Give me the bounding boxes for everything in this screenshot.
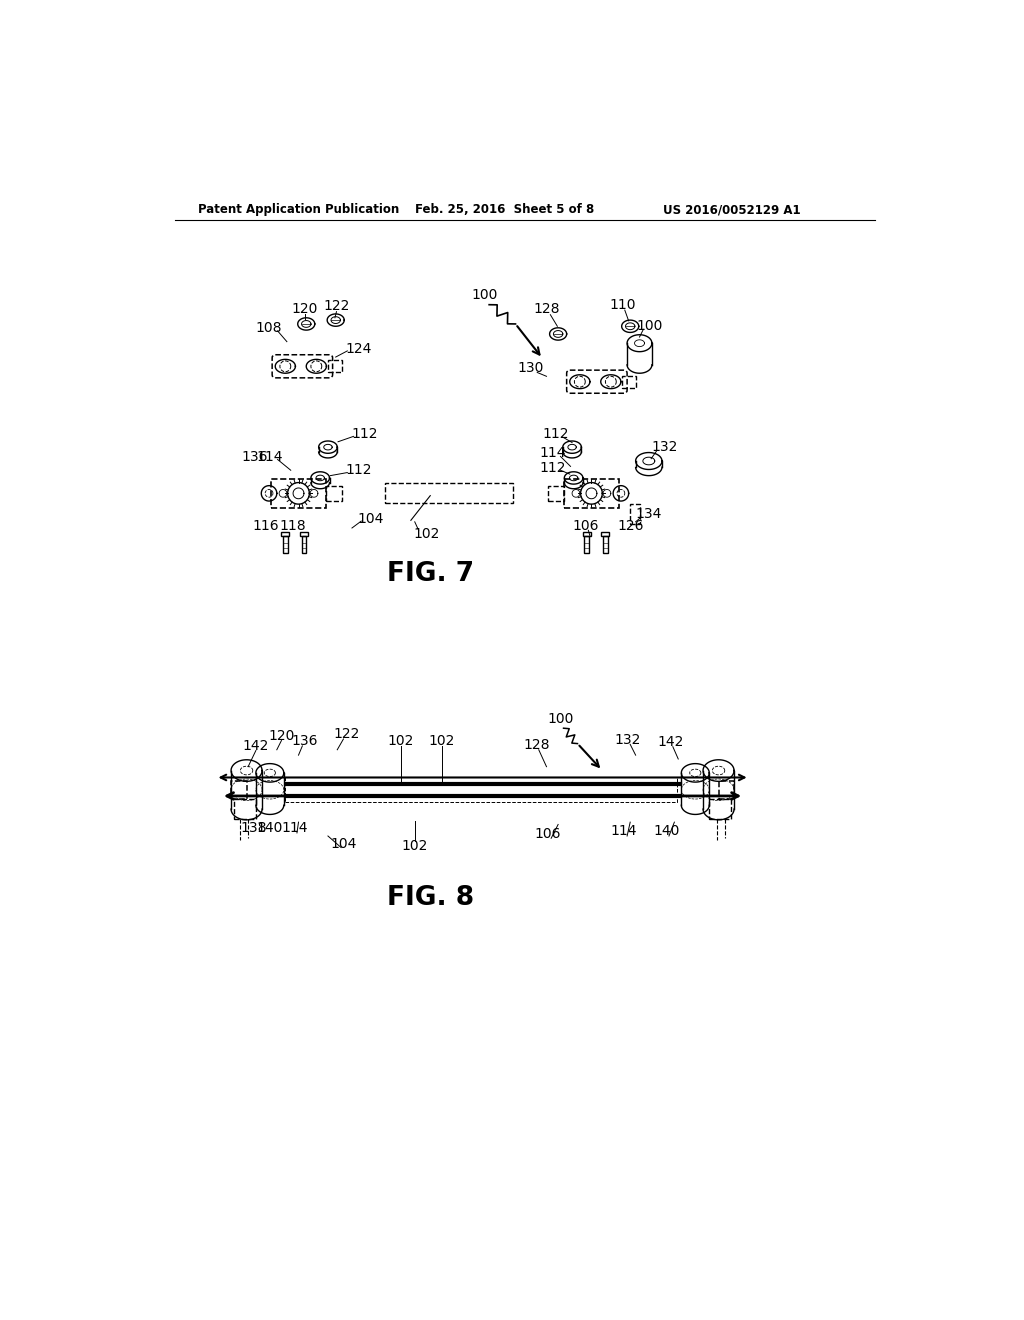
Bar	[563, 479, 620, 508]
Text: 108: 108	[256, 321, 283, 335]
Text: 114: 114	[257, 450, 283, 465]
Text: 132: 132	[652, 440, 678, 454]
Text: 112: 112	[346, 463, 372, 478]
Text: 104: 104	[331, 837, 356, 850]
Text: 134: 134	[636, 507, 662, 521]
Text: 126: 126	[616, 520, 643, 533]
Bar	[583, 532, 591, 536]
Text: 136: 136	[292, 734, 317, 748]
Text: 102: 102	[401, 840, 428, 853]
Text: 112: 112	[543, 428, 569, 441]
Bar	[302, 536, 306, 553]
Bar	[300, 532, 308, 536]
Bar	[719, 780, 734, 799]
Text: 102: 102	[388, 734, 414, 748]
Bar	[270, 479, 327, 508]
Text: 122: 122	[324, 300, 349, 313]
Text: 128: 128	[534, 302, 560, 317]
Text: FIG. 8: FIG. 8	[387, 884, 474, 911]
Text: 136: 136	[241, 450, 267, 465]
Bar	[286, 777, 677, 803]
Bar	[231, 780, 247, 799]
Text: 114: 114	[282, 821, 308, 836]
Bar	[548, 486, 563, 502]
Text: 120: 120	[292, 302, 317, 317]
Text: 102: 102	[414, 527, 439, 541]
Bar	[234, 799, 256, 818]
Text: 116: 116	[253, 520, 280, 533]
Text: 112: 112	[540, 461, 566, 475]
Text: 122: 122	[334, 727, 359, 742]
Text: 110: 110	[609, 298, 636, 312]
Text: 120: 120	[268, 729, 295, 743]
Bar	[603, 536, 607, 553]
Bar	[623, 376, 636, 388]
Text: 128: 128	[523, 738, 550, 752]
Text: 124: 124	[346, 342, 372, 356]
Text: Feb. 25, 2016  Sheet 5 of 8: Feb. 25, 2016 Sheet 5 of 8	[415, 203, 594, 216]
Text: 118: 118	[279, 520, 305, 533]
Text: 100: 100	[547, 711, 573, 726]
Text: FIG. 7: FIG. 7	[387, 561, 474, 587]
Text: 102: 102	[429, 734, 455, 748]
Bar	[385, 483, 513, 503]
Bar	[327, 486, 342, 502]
Text: 142: 142	[243, 739, 269, 752]
Text: 104: 104	[357, 512, 384, 525]
Text: 106: 106	[535, 826, 561, 841]
Bar	[601, 532, 609, 536]
Text: 100: 100	[636, 319, 663, 333]
Bar	[283, 536, 288, 553]
Text: 142: 142	[657, 735, 684, 748]
Text: 100: 100	[471, 289, 498, 302]
Text: Patent Application Publication: Patent Application Publication	[198, 203, 399, 216]
Text: 138: 138	[241, 821, 267, 836]
Text: 130: 130	[518, 360, 544, 375]
Text: 106: 106	[572, 520, 598, 533]
Text: 114: 114	[610, 825, 637, 838]
Bar	[630, 504, 640, 524]
Bar	[328, 360, 342, 372]
Text: 140: 140	[257, 821, 283, 836]
Bar	[585, 536, 589, 553]
Bar	[282, 532, 289, 536]
Text: 140: 140	[653, 825, 680, 838]
Text: 132: 132	[614, 733, 641, 747]
Text: US 2016/0052129 A1: US 2016/0052129 A1	[663, 203, 801, 216]
Text: 114: 114	[540, 446, 566, 461]
Bar	[710, 799, 731, 818]
Text: 112: 112	[351, 428, 378, 441]
